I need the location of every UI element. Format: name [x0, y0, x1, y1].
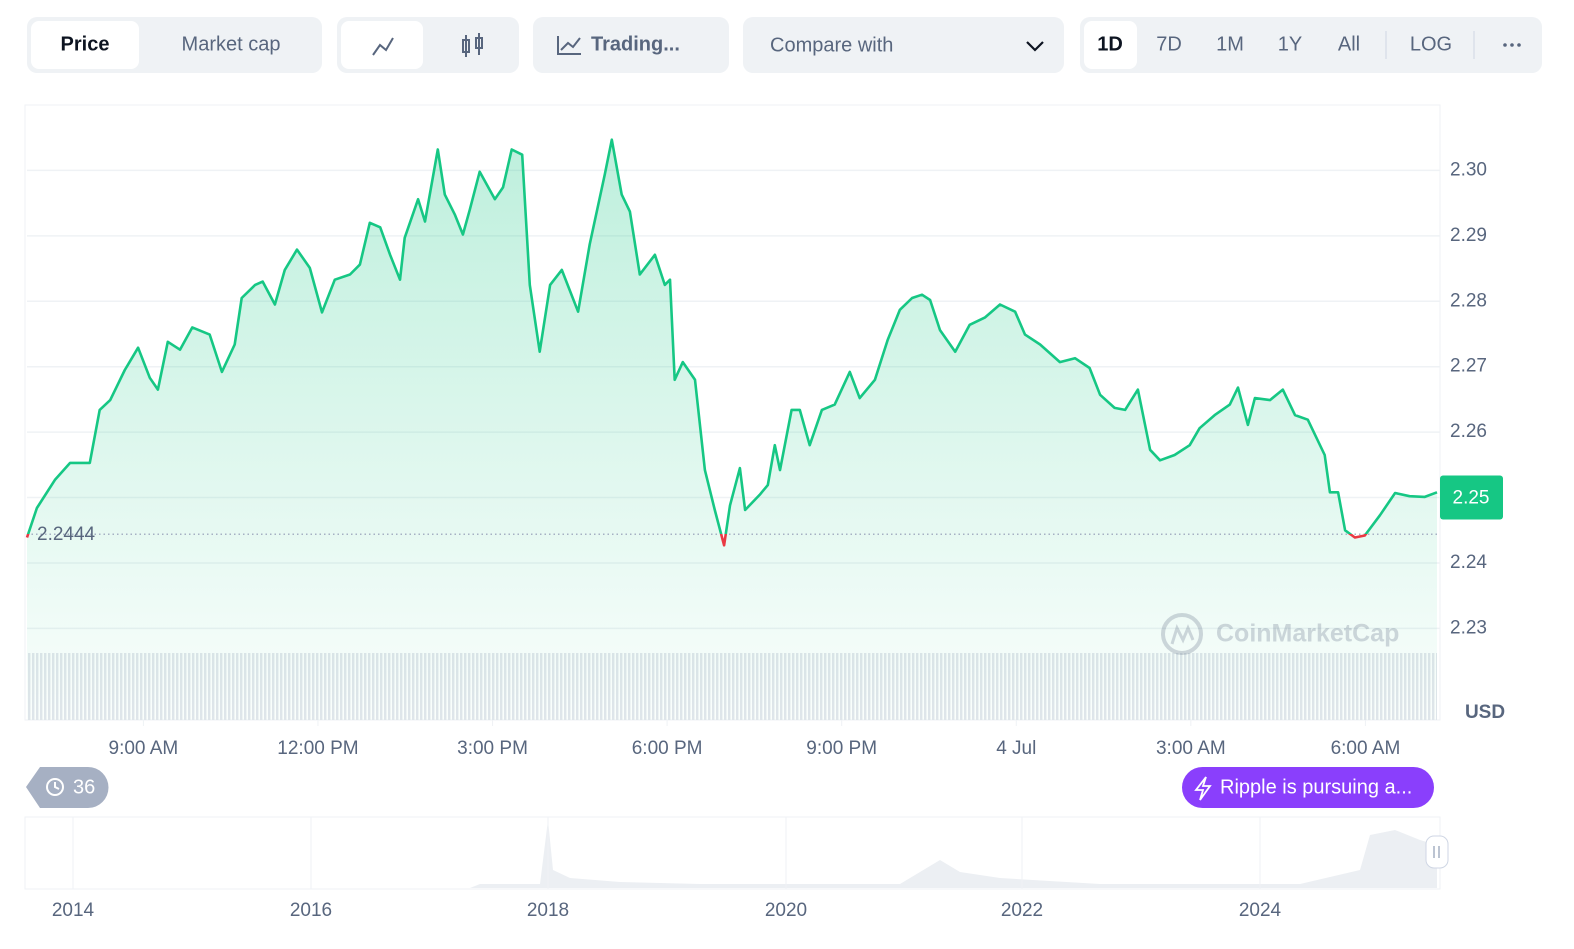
- y-tick-label: 2.24: [1450, 552, 1487, 573]
- x-tick-label: 6:00 PM: [632, 738, 703, 759]
- navigator-year: 2020: [765, 900, 807, 921]
- handle-grip: [1433, 846, 1440, 858]
- current-price-label: 2.25: [1453, 488, 1490, 509]
- watermark-text: CoinMarketCap: [1216, 620, 1399, 648]
- compare-dropdown[interactable]: [743, 17, 1064, 73]
- chevron: [1026, 41, 1044, 52]
- news-badge[interactable]: [1182, 767, 1434, 808]
- line-icon: [372, 37, 394, 56]
- x-tick-label: 3:00 PM: [457, 738, 528, 759]
- navigator-year: 2024: [1239, 900, 1282, 921]
- price-line: [25, 138, 1438, 547]
- toolbar: Price Market cap Trading... Compare with…: [27, 17, 1542, 73]
- tab-active[interactable]: [31, 21, 139, 69]
- y-tick-label: 2.23: [1450, 617, 1487, 638]
- news-icon: [1194, 776, 1212, 801]
- more-button[interactable]: [1503, 43, 1521, 47]
- tab-price[interactable]: Price: [61, 33, 110, 55]
- trading-icon: [560, 37, 581, 51]
- x-tick-label: 9:00 AM: [109, 738, 179, 759]
- range-group: [1080, 17, 1542, 73]
- navigator-year: 2016: [290, 900, 332, 921]
- range-button[interactable]: 1D: [1097, 33, 1123, 55]
- navigator-year: 2018: [527, 900, 569, 921]
- trading-icon: [557, 36, 581, 55]
- range-active[interactable]: [1084, 21, 1137, 69]
- history-badge[interactable]: [26, 767, 109, 808]
- current-price-badge: [1440, 475, 1503, 520]
- y-tick-label: 2.26: [1450, 421, 1487, 442]
- y-tick-label: 2.28: [1450, 290, 1487, 311]
- x-tick-label: 4 Jul: [996, 738, 1036, 759]
- history-count[interactable]: 36: [73, 776, 95, 798]
- range-button[interactable]: 1Y: [1278, 33, 1302, 55]
- navigator-year: 2022: [1001, 900, 1043, 921]
- navigator-year: 2014: [52, 900, 95, 921]
- unit-label: USD: [1465, 702, 1505, 723]
- x-tick-label: 6:00 AM: [1331, 738, 1401, 759]
- log-button[interactable]: LOG: [1410, 33, 1452, 55]
- x-tick-label: 9:00 PM: [806, 738, 877, 759]
- range-button[interactable]: 7D: [1156, 33, 1182, 55]
- x-tick-label: 3:00 AM: [1156, 738, 1226, 759]
- range-button[interactable]: 1M: [1216, 33, 1244, 55]
- trading-label[interactable]: Trading...: [591, 33, 680, 55]
- x-tick-label: 12:00 PM: [277, 738, 358, 759]
- tab-market-cap[interactable]: Market cap: [182, 33, 281, 55]
- navigator-handle[interactable]: [1425, 835, 1449, 869]
- y-tick-label: 2.27: [1450, 356, 1487, 377]
- navigator: [24, 816, 1441, 890]
- open-price-label: 2.2444: [37, 524, 96, 545]
- history-icon: [46, 778, 64, 796]
- history-icon: [54, 782, 60, 790]
- y-tick-label: 2.30: [1450, 159, 1487, 180]
- candle-button[interactable]: [462, 33, 483, 57]
- watermark: CoinMarketCap: [1161, 613, 1399, 655]
- trading-button[interactable]: [533, 17, 729, 73]
- range-button[interactable]: All: [1338, 33, 1360, 55]
- price-area: [27, 139, 1437, 720]
- line-button[interactable]: [341, 21, 423, 69]
- compare-label[interactable]: Compare with: [770, 34, 893, 56]
- y-tick-label: 2.29: [1450, 225, 1487, 246]
- news-text[interactable]: Ripple is pursuing a...: [1220, 776, 1412, 798]
